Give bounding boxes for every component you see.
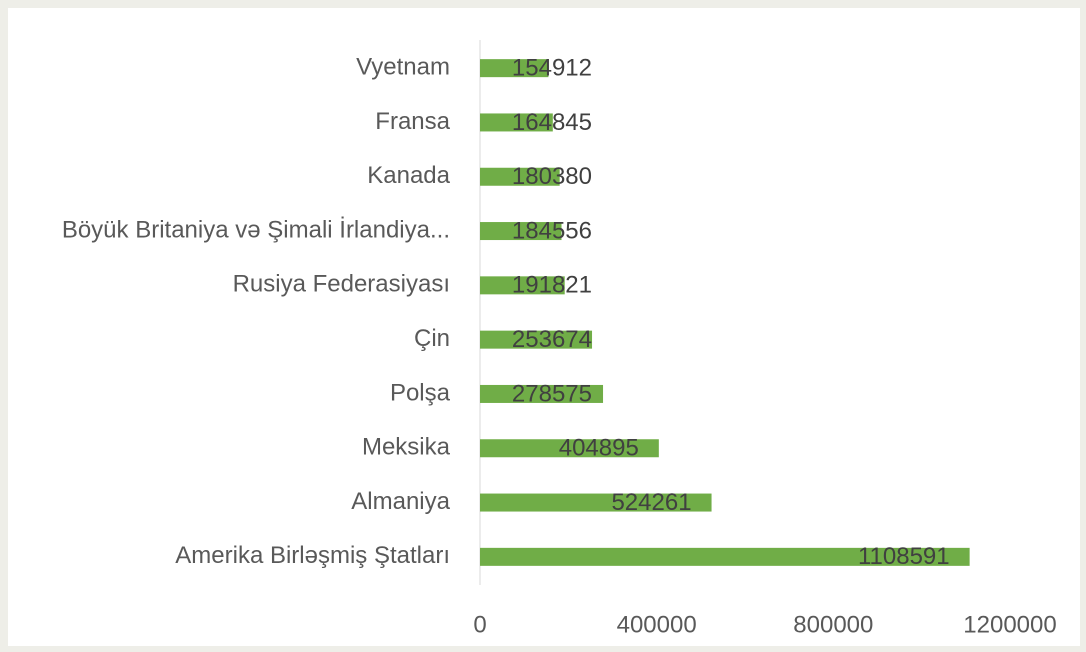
y-tick-label: Rusiya Federasiyası [233,271,450,298]
bar [480,547,970,566]
bar [480,222,562,241]
x-tick-label: 800000 [793,611,873,638]
data-label: 154912 [512,54,592,81]
y-tick-label: Almaniya [351,488,450,515]
bar [480,113,553,132]
y-tick-label: Çin [414,325,450,352]
data-label: 253674 [512,326,592,353]
y-tick-label: Meksika [362,434,451,461]
y-tick-label: Polşa [390,379,451,406]
data-label: 404895 [559,435,639,462]
data-label: 191821 [512,272,592,299]
bar [480,59,549,78]
bar [480,330,593,349]
data-label: 180380 [512,163,592,190]
y-tick-label: Amerika Birləşmiş Ştatları [175,542,450,569]
y-tick-label: Fransa [375,108,450,135]
data-label: 1108591 [858,543,950,570]
y-tick-label: Vyetnam [356,53,450,80]
y-tick-label: Böyük Britaniya və Şimali İrlandiya... [62,216,450,243]
bar [480,439,659,458]
data-label: 278575 [512,380,592,407]
bar [480,493,712,512]
bar [480,167,560,186]
x-tick-label: 1200000 [963,611,1056,638]
bar [480,384,604,403]
x-tick-label: 400000 [617,611,697,638]
y-tick-label: Kanada [367,162,450,189]
bar [480,276,565,295]
data-label: 524261 [611,489,691,516]
data-label: 184556 [512,217,592,244]
data-label: 164845 [512,109,592,136]
x-tick-label: 0 [473,611,486,638]
